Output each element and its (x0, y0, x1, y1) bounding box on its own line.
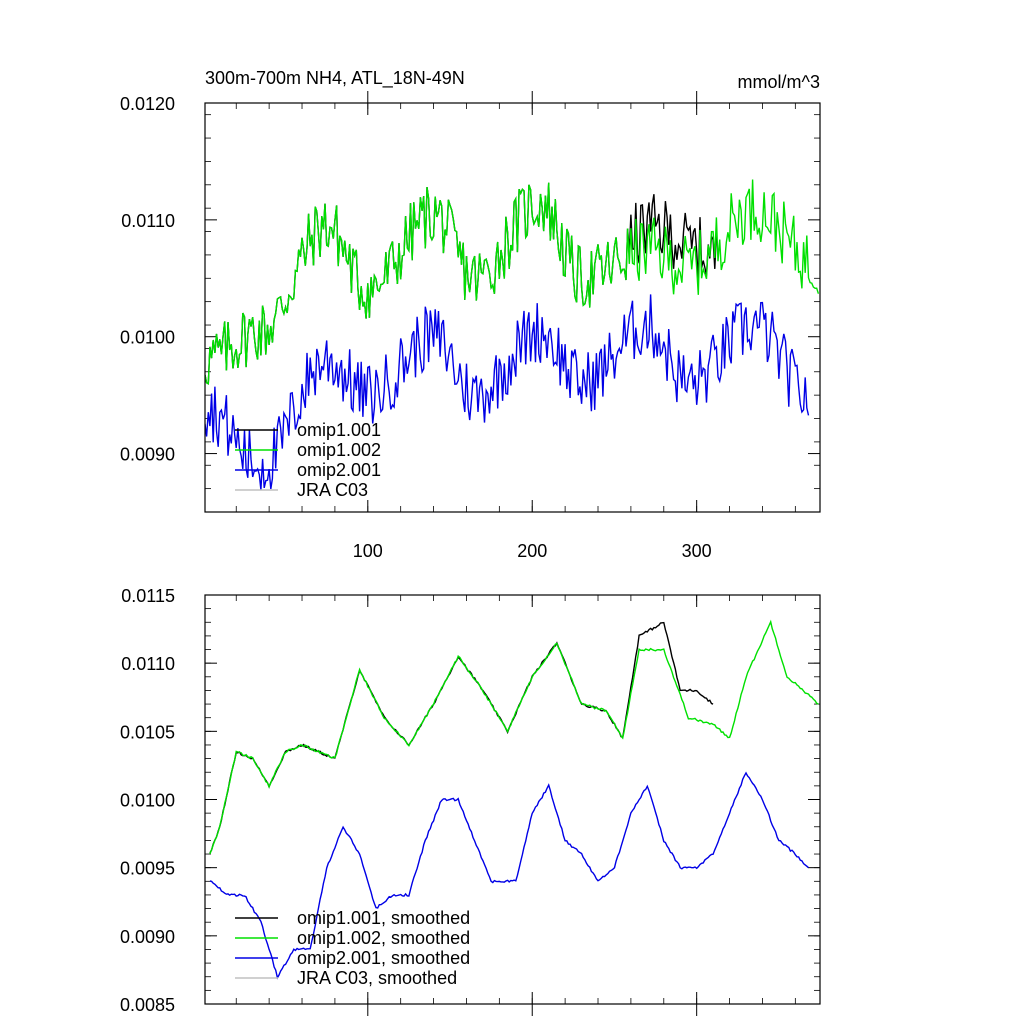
series-line-1 (205, 179, 820, 385)
y-tick-label: 0.0105 (120, 722, 175, 742)
bottom-panel-frame (204, 594, 821, 1005)
y-tick-label: 0.0115 (121, 586, 175, 606)
top-panel-units: mmol/m^3 (738, 72, 820, 92)
y-tick-label: 0.0100 (120, 328, 175, 348)
bottom-panel-y-tick-labels: 0.0085 0.0090 0.0095 0.0100 0.0105 0.0110 0.01… (120, 586, 175, 1015)
x-tick-label: 200 (517, 541, 547, 561)
legend-label: omip1.002 (297, 440, 381, 460)
series-line-2 (205, 294, 810, 490)
y-tick-label: 0.0085 (120, 995, 175, 1015)
top-panel-x-tick-labels: 100 200 300 (353, 541, 712, 561)
top-panel-series (205, 179, 820, 490)
top-panel-title: 300m-700m NH4, ATL_18N-49N (205, 68, 465, 89)
x-tick-label: 300 (682, 541, 712, 561)
bottom-panel: 0.0085 0.0090 0.0095 0.0100 0.0105 0.0110 0.01… (120, 586, 821, 1016)
y-tick-label: 0.0110 (121, 211, 175, 231)
x-tick-label: 100 (353, 541, 383, 561)
bottom-panel-ticks (205, 594, 820, 1016)
bottom-panel-series (209, 619, 819, 980)
top-panel: 300m-700m NH4, ATL_18N-49N mmol/m^3 0.00… (120, 68, 821, 561)
legend-label: omip1.001 (297, 420, 381, 440)
y-tick-label: 0.0090 (120, 445, 175, 465)
series-line-2 (209, 771, 809, 980)
y-tick-label: 0.0090 (120, 927, 175, 947)
y-tick-label: 0.0110 (121, 654, 175, 674)
legend-label: omip1.001, smoothed (297, 908, 470, 928)
top-panel-y-tick-labels: 0.0090 0.0100 0.0110 0.0120 (120, 94, 175, 465)
top-panel-frame (204, 102, 821, 513)
legend-label: omip2.001 (297, 460, 381, 480)
legend-label: JRA C03 (297, 480, 368, 500)
y-tick-label: 0.0100 (120, 791, 175, 811)
y-tick-label: 0.0120 (120, 94, 175, 114)
y-tick-label: 0.0095 (120, 859, 175, 879)
legend-label: JRA C03, smoothed (297, 968, 457, 988)
legend-label: omip2.001, smoothed (297, 948, 470, 968)
legend-label: omip1.002, smoothed (297, 928, 470, 948)
series-line-1 (209, 619, 819, 855)
